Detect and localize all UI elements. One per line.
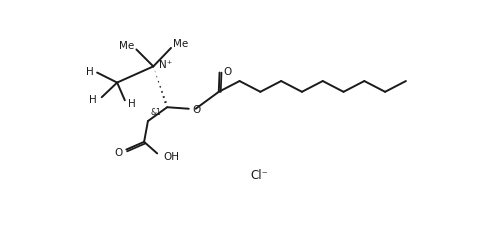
Text: Me: Me bbox=[173, 39, 188, 49]
Text: H: H bbox=[89, 94, 97, 104]
Text: O: O bbox=[223, 67, 232, 77]
Text: N⁺: N⁺ bbox=[159, 60, 172, 70]
Text: H: H bbox=[128, 99, 136, 109]
Text: O: O bbox=[114, 147, 123, 157]
Text: OH: OH bbox=[163, 151, 180, 161]
Text: O: O bbox=[192, 104, 201, 114]
Text: Me: Me bbox=[119, 41, 134, 51]
Text: H: H bbox=[85, 67, 93, 77]
Text: &1: &1 bbox=[150, 107, 161, 116]
Text: Cl⁻: Cl⁻ bbox=[250, 168, 268, 181]
